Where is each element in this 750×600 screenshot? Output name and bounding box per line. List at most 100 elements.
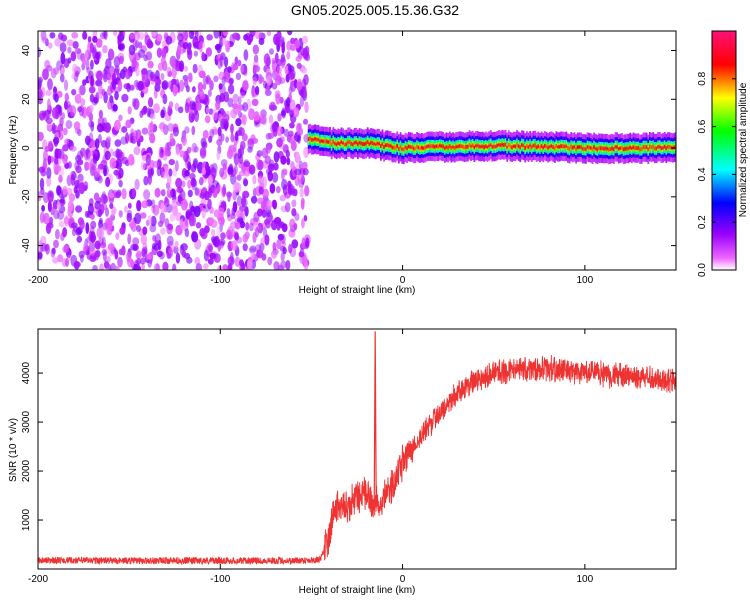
heatmap-noise-cell — [128, 133, 134, 144]
heatmap-peak-cell — [327, 141, 330, 143]
heatmap-peak-cell — [663, 145, 666, 148]
heatmap-noise-cell — [47, 190, 54, 198]
heatmap-noise-cell — [107, 219, 113, 232]
heatmap-noise-cell — [172, 85, 179, 94]
heatmap-noise-cell — [248, 164, 256, 175]
heatmap-noise-cell — [87, 36, 92, 43]
heatmap-signal-cell — [393, 145, 395, 150]
heatmap-noise-cell — [43, 68, 48, 78]
heatmap-peak-cell — [429, 145, 432, 148]
heatmap-noise-cell — [290, 185, 296, 197]
heatmap-noise-cell — [191, 125, 196, 136]
heatmap-peak-cell — [657, 145, 660, 148]
heatmap-noise-cell — [77, 128, 82, 137]
heatmap-noise-cell — [186, 85, 190, 93]
heatmap-noise-cell — [162, 93, 168, 105]
heatmap-signal-cell — [553, 146, 556, 151]
heatmap-noise-cell — [220, 117, 227, 125]
heatmap-signal-cell — [608, 147, 610, 152]
heatmap-peak-cell — [417, 146, 420, 149]
heatmap-y-label: Frequency (Hz) — [8, 116, 19, 185]
heatmap-noise-cell — [94, 167, 101, 178]
heatmap-peak-cell — [427, 145, 430, 148]
heatmap-noise-cell — [291, 239, 299, 249]
heatmap-noise-cell — [118, 55, 124, 65]
heatmap-signal-cell — [639, 147, 641, 152]
heatmap-signal-cell — [575, 146, 577, 151]
heatmap-noise-cell — [211, 108, 219, 121]
snr-spike — [373, 331, 377, 506]
heatmap-noise-cell — [88, 104, 94, 113]
y-tick-label: 20 — [21, 93, 32, 105]
heatmap-noise-cell — [192, 158, 199, 170]
heatmap-noise-cell — [51, 247, 56, 255]
heatmap-noise-cell — [167, 223, 174, 231]
heatmap-noise-cell — [173, 245, 179, 254]
heatmap-noise-cell — [303, 255, 308, 267]
heatmap-noise-cell — [38, 47, 42, 58]
heatmap-signal-cell — [532, 143, 535, 148]
heatmap-noise-cell — [240, 140, 246, 150]
heatmap-signal-cell — [491, 144, 494, 149]
heatmap-noise-cell — [82, 31, 88, 40]
heatmap-noise-cell — [121, 245, 126, 256]
heatmap-noise-cell — [180, 243, 188, 251]
heatmap-noise-cell — [74, 93, 82, 104]
y-tick-label: 1000 — [21, 508, 32, 531]
heatmap-noise-cell — [141, 263, 145, 270]
heatmap-noise-cell — [252, 174, 257, 185]
heatmap-noise-cell — [107, 243, 115, 252]
heatmap-noise-cell — [280, 252, 285, 262]
heatmap-noise-cell — [186, 256, 193, 264]
heatmap-peak-cell — [396, 145, 399, 147]
heatmap-peak-cell — [565, 145, 568, 148]
heatmap-noise-cell — [67, 200, 74, 213]
heatmap-noise-cell — [236, 174, 242, 181]
heatmap-signal-cell — [414, 146, 417, 151]
heatmap-noise-cell — [262, 188, 269, 199]
heatmap-noise-cell — [45, 243, 50, 255]
heatmap-peak-cell — [493, 145, 496, 148]
x-tick-label: 0 — [400, 275, 406, 286]
heatmap-noise-cell — [119, 69, 126, 80]
heatmap-noise-cell — [146, 107, 151, 118]
heatmap-signal-cell — [634, 146, 637, 150]
heatmap-peak-cell — [498, 143, 501, 146]
heatmap-noise-cell — [65, 257, 69, 267]
heatmap-noise-cell — [268, 214, 274, 223]
heatmap-signal-cell — [599, 146, 602, 151]
heatmap-signal-cell — [416, 144, 418, 149]
heatmap-noise-cell — [96, 123, 104, 133]
heatmap-noise-cell — [92, 35, 98, 43]
heatmap-noise-cell — [78, 182, 86, 195]
heatmap-peak-cell — [511, 146, 514, 149]
heatmap-noise-cell — [303, 118, 308, 125]
heatmap-noise-cell — [182, 219, 189, 232]
heatmap-noise-cell — [139, 212, 147, 219]
heatmap-noise-cell — [192, 86, 196, 93]
heatmap-noise-cell — [213, 209, 220, 218]
heatmap-noise-cell — [101, 236, 106, 248]
heatmap-noise-cell — [47, 140, 53, 149]
heatmap-noise-cell — [143, 175, 149, 186]
heatmap-noise-cell — [133, 98, 140, 110]
heatmap-noise-cell — [145, 154, 151, 166]
heatmap-noise-cell — [235, 221, 241, 230]
heatmap-peak-cell — [614, 145, 617, 148]
heatmap-cells — [38, 31, 676, 270]
heatmap-signal-cell — [552, 145, 554, 149]
heatmap-signal-cell — [649, 144, 651, 149]
heatmap-noise-cell — [102, 45, 108, 54]
heatmap-noise-cell — [149, 224, 157, 233]
heatmap-noise-cell — [262, 176, 268, 189]
heatmap-noise-cell — [127, 106, 132, 115]
heatmap-noise-cell — [226, 208, 231, 218]
heatmap-noise-cell — [217, 217, 225, 225]
heatmap-noise-cell — [129, 221, 137, 229]
heatmap-noise-cell — [110, 210, 116, 217]
heatmap-noise-cell — [148, 97, 154, 108]
heatmap-peak-cell — [506, 146, 509, 149]
heatmap-noise-cell — [181, 135, 187, 146]
heatmap-noise-cell — [197, 82, 204, 92]
heatmap-noise-cell — [269, 183, 276, 194]
